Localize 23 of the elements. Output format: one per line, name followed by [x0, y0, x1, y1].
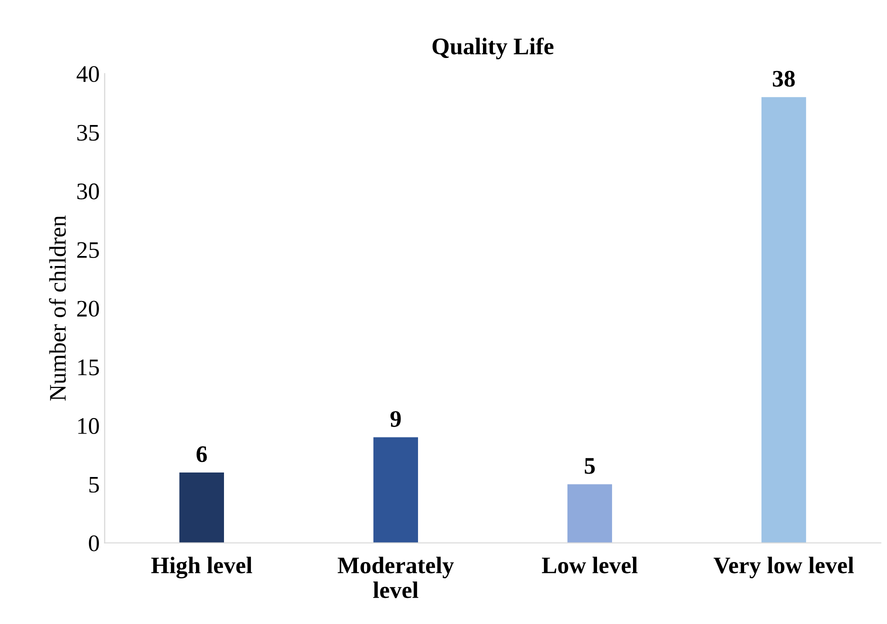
y-tick-label: 0 — [88, 535, 99, 552]
x-tick-label: Very low level — [714, 556, 854, 578]
x-tick-label: Low level — [542, 556, 638, 574]
y-tick-label: 20 — [77, 300, 99, 317]
x-tick-label: Moderately level — [338, 556, 454, 598]
y-tick-label: 40 — [76, 66, 99, 82]
chart-title: Quality Life — [432, 38, 554, 60]
bar — [179, 472, 224, 543]
bar — [567, 484, 612, 543]
data-label: 38 — [772, 70, 795, 87]
x-tick-label: High level — [151, 556, 252, 578]
data-label: 9 — [390, 411, 401, 427]
y-tick-label: 35 — [77, 124, 99, 141]
y-tick-label: 15 — [78, 360, 99, 376]
y-tick-label: 5 — [89, 476, 99, 493]
data-label: 5 — [584, 458, 595, 474]
y-tick-label: 25 — [77, 242, 99, 258]
bar — [373, 437, 418, 543]
bar — [761, 97, 806, 543]
y-axis-title: Number of children — [48, 216, 66, 401]
y-tick-label: 10 — [78, 418, 99, 434]
data-label: 6 — [196, 446, 207, 462]
y-tick-label: 30 — [77, 183, 99, 200]
